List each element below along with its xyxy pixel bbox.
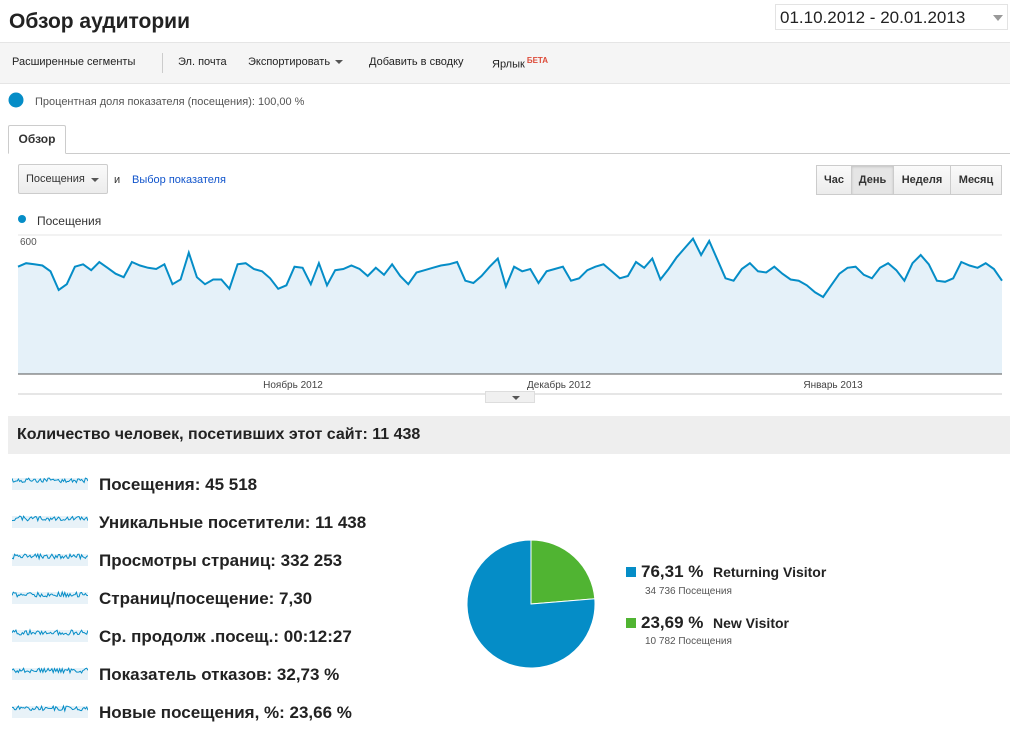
returning-visitor-label: Returning Visitor: [713, 564, 827, 580]
metric-row[interactable]: Показатель отказов: 32,73 %: [12, 662, 442, 688]
period-month-button[interactable]: Месяц: [950, 165, 1002, 195]
visitors-summary-bar: [8, 416, 1010, 454]
date-range-value: 01.10.2012 - 20.01.2013: [780, 8, 966, 27]
tab-divider: [8, 153, 1010, 154]
export-label: Экспортировать: [248, 56, 331, 68]
x-tick-label: Ноябрь 2012: [263, 379, 323, 391]
period-day-button[interactable]: День: [851, 165, 894, 195]
new-visitor-label: New Visitor: [713, 615, 789, 631]
x-tick-label: Декабрь 2012: [527, 379, 591, 391]
segment-pie-icon[interactable]: [8, 92, 24, 108]
y-tick-label: 600: [20, 237, 37, 248]
sparkline: [12, 704, 88, 718]
chevron-down-icon: [91, 178, 99, 182]
new-visitor-swatch: [626, 618, 636, 628]
metric-select-value: Посещения: [26, 173, 85, 185]
toolbar: Расширенные сегменты Эл. почта Экспортир…: [0, 42, 1010, 84]
chevron-down-icon[interactable]: [993, 15, 1003, 21]
metric-row[interactable]: Страниц/посещение: 7,30: [12, 586, 442, 612]
toolbar-divider: [162, 53, 163, 73]
metric-row[interactable]: Ср. продолж .посещ.: 00:12:27: [12, 624, 442, 650]
metric-label: Посещения: 45 518: [99, 475, 258, 494]
chevron-down-icon: [335, 60, 344, 65]
returning-visitor-swatch: [626, 567, 636, 577]
beta-badge: БЕТА: [526, 56, 549, 65]
metric-label: Страниц/посещение: 7,30: [99, 589, 313, 608]
page-title: Обзор аудитории: [9, 10, 190, 33]
returning-visitor-count: 34 736 Посещения: [645, 586, 732, 597]
visitors-summary-text: Количество человек, посетивших этот сайт…: [17, 426, 421, 443]
chart-expand-handle[interactable]: [485, 391, 535, 403]
add-to-dashboard-button[interactable]: Добавить в сводку: [369, 56, 464, 68]
metric-label: Ср. продолж .посещ.: 00:12:27: [99, 627, 352, 646]
new-visitor-count: 10 782 Посещения: [645, 636, 732, 647]
metric-label: Новые посещения, %: 23,66 %: [99, 703, 352, 722]
metric-label: Уникальные посетители: 11 438: [99, 513, 367, 532]
metric-label: Просмотры страниц: 332 253: [99, 551, 343, 570]
segment-share-text: Процентная доля показателя (посещения): …: [35, 96, 305, 108]
legend-label: Посещения: [37, 214, 102, 228]
series-area: [18, 238, 1002, 374]
new-visitor-pct: 23,69 %: [641, 613, 704, 632]
sparkline: [12, 515, 88, 528]
sparkline: [12, 667, 88, 680]
shortcut-label: Ярлык: [492, 58, 525, 71]
metric-row[interactable]: Просмотры страниц: 332 253: [12, 548, 442, 574]
period-hour-button[interactable]: Час: [816, 165, 852, 195]
shortcut-button[interactable]: Ярлык БЕТА: [492, 56, 548, 71]
series-line: [17, 236, 1003, 299]
sparkline: [12, 628, 88, 642]
tab-overview[interactable]: Обзор: [8, 125, 66, 154]
metric-row[interactable]: Новые посещения, %: 23,66 %: [12, 700, 442, 726]
email-button[interactable]: Эл. почта: [178, 56, 227, 68]
returning-visitor-slice[interactable]: [466, 539, 596, 669]
returning-visitor-pct: 76,31 %: [641, 562, 704, 581]
new-visitor-slice[interactable]: [530, 539, 596, 605]
export-button[interactable]: Экспортировать: [248, 56, 344, 68]
sparkline: [12, 552, 88, 566]
legend-swatch: [18, 215, 26, 223]
date-range-picker[interactable]: 01.10.2012 - 20.01.2013: [775, 4, 1008, 30]
sparkline: [12, 477, 88, 490]
metric-select[interactable]: Посещения: [18, 164, 108, 194]
choose-metric-link[interactable]: Выбор показателя: [132, 174, 226, 186]
visitor-type-pie: [466, 539, 596, 669]
metric-row[interactable]: Посещения: 45 518: [12, 472, 442, 498]
advanced-segments-button[interactable]: Расширенные сегменты: [12, 56, 136, 68]
chevron-down-icon: [512, 396, 520, 400]
x-tick-label: Январь 2013: [803, 380, 863, 391]
metric-row[interactable]: Уникальные посетители: 11 438: [12, 510, 442, 536]
period-week-button[interactable]: Неделя: [893, 165, 951, 195]
and-label: и: [114, 174, 121, 186]
sparkline: [12, 590, 88, 604]
metric-label: Показатель отказов: 32,73 %: [99, 665, 340, 684]
